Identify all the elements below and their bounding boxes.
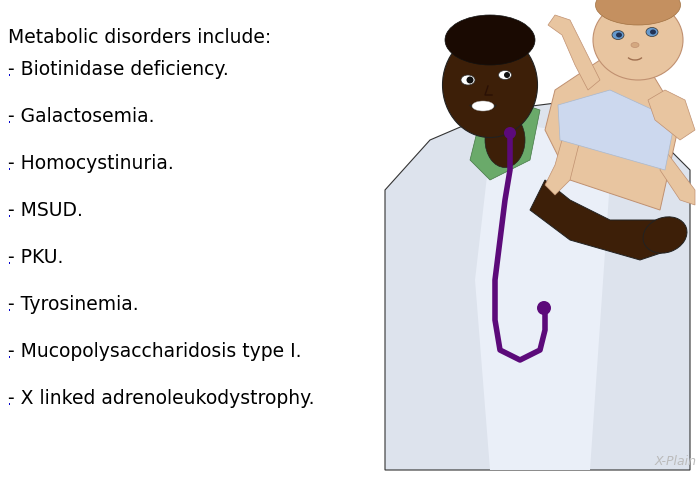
Ellipse shape bbox=[631, 43, 639, 48]
Text: - Biotinidase deficiency.: - Biotinidase deficiency. bbox=[8, 60, 229, 79]
Polygon shape bbox=[558, 90, 675, 170]
Circle shape bbox=[537, 301, 551, 315]
Ellipse shape bbox=[596, 0, 680, 25]
Polygon shape bbox=[545, 60, 680, 210]
Text: - Galactosemia.: - Galactosemia. bbox=[8, 107, 155, 126]
Ellipse shape bbox=[445, 15, 535, 65]
Text: - Homocystinuria.: - Homocystinuria. bbox=[8, 154, 174, 173]
Text: - X linked adrenoleukodystrophy.: - X linked adrenoleukodystrophy. bbox=[8, 389, 315, 408]
Polygon shape bbox=[548, 15, 600, 90]
Ellipse shape bbox=[504, 72, 510, 78]
Ellipse shape bbox=[593, 0, 683, 80]
Polygon shape bbox=[470, 100, 540, 180]
Ellipse shape bbox=[616, 33, 622, 37]
Text: - MSUD.: - MSUD. bbox=[8, 201, 83, 220]
Text: - PKU.: - PKU. bbox=[8, 248, 64, 267]
Ellipse shape bbox=[650, 29, 656, 35]
Ellipse shape bbox=[466, 76, 473, 84]
Ellipse shape bbox=[472, 101, 494, 111]
Polygon shape bbox=[530, 180, 670, 260]
Polygon shape bbox=[475, 125, 610, 470]
Ellipse shape bbox=[485, 112, 525, 168]
Ellipse shape bbox=[442, 33, 538, 137]
Ellipse shape bbox=[643, 217, 687, 253]
Polygon shape bbox=[648, 90, 695, 140]
Text: - Tyrosinemia.: - Tyrosinemia. bbox=[8, 295, 139, 314]
Text: Metabolic disorders include:: Metabolic disorders include: bbox=[8, 28, 272, 47]
Ellipse shape bbox=[646, 27, 658, 36]
Ellipse shape bbox=[498, 71, 512, 80]
Circle shape bbox=[504, 127, 516, 139]
Text: X-Plain: X-Plain bbox=[655, 455, 697, 468]
Polygon shape bbox=[545, 140, 580, 195]
Text: - Mucopolysaccharidosis type I.: - Mucopolysaccharidosis type I. bbox=[8, 342, 302, 361]
Ellipse shape bbox=[612, 31, 624, 39]
Polygon shape bbox=[385, 100, 690, 470]
Polygon shape bbox=[660, 150, 695, 205]
Ellipse shape bbox=[461, 75, 475, 85]
